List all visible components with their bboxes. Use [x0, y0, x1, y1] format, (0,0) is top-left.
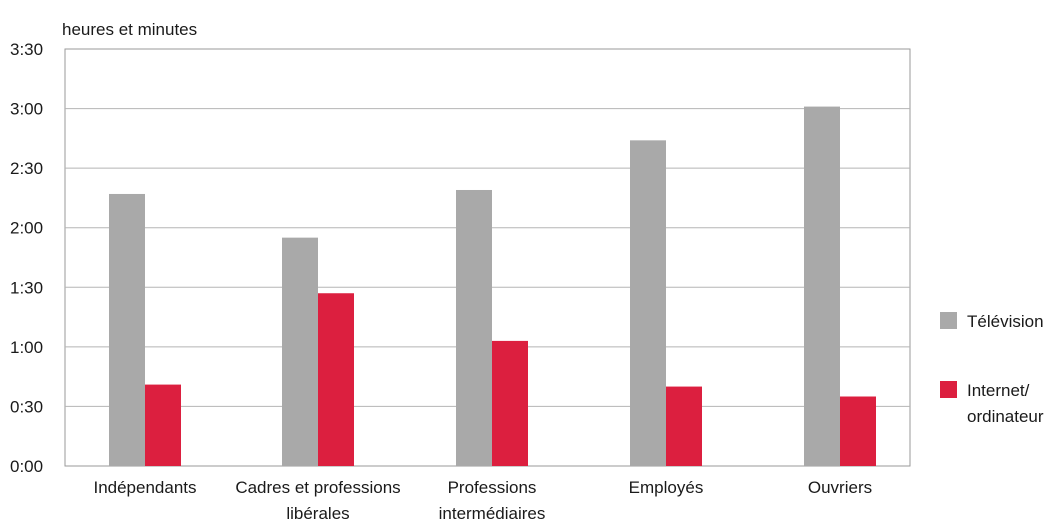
- bar-television-4: [804, 106, 840, 466]
- y-tick-label: 1:00: [10, 338, 43, 357]
- legend-swatch: [940, 381, 957, 398]
- y-tick-label: 1:30: [10, 278, 43, 297]
- legend-label: Internet/: [967, 381, 1030, 400]
- legend-label: ordinateur: [967, 407, 1044, 426]
- legend: Télévision Internet/ordinateur: [940, 312, 1044, 426]
- bar-internet-2: [492, 340, 528, 466]
- y-tick-label: 3:30: [10, 40, 43, 59]
- x-category-label: Indépendants: [93, 478, 196, 497]
- x-category-label: libérales: [286, 504, 349, 523]
- x-category-label: Employés: [629, 478, 704, 497]
- x-category-label: Cadres et professions: [235, 478, 400, 497]
- y-tick-label: 0:30: [10, 397, 43, 416]
- x-category-label: Professions: [448, 478, 537, 497]
- y-tick-label: 2:30: [10, 159, 43, 178]
- y-tick-label: 2:00: [10, 219, 43, 238]
- y-tick-label: 3:00: [10, 100, 43, 119]
- x-axis-category-labels: Indépendants Cadres et professions libéral…: [93, 478, 872, 523]
- bar-television-3: [630, 140, 666, 467]
- bar-television-1: [282, 237, 318, 466]
- bar-internet-3: [666, 386, 702, 466]
- y-tick-label: 0:00: [10, 457, 43, 476]
- x-category-label: Ouvriers: [808, 478, 872, 497]
- bar-television-2: [456, 189, 492, 466]
- legend-label: Télévision: [967, 312, 1044, 331]
- bars: [109, 106, 876, 467]
- bar-television-0: [109, 193, 145, 466]
- legend-swatch: [940, 312, 957, 329]
- bar-internet-0: [145, 384, 181, 466]
- y-axis-ticks: 0:00 0:30 1:00 1:30 2:00 2:30 3:00 3:30: [10, 40, 43, 476]
- x-category-label: intermédiaires: [439, 504, 546, 523]
- bar-internet-1: [318, 293, 354, 466]
- y-axis-unit-label: heures et minutes: [62, 20, 197, 39]
- bar-internet-4: [840, 396, 876, 466]
